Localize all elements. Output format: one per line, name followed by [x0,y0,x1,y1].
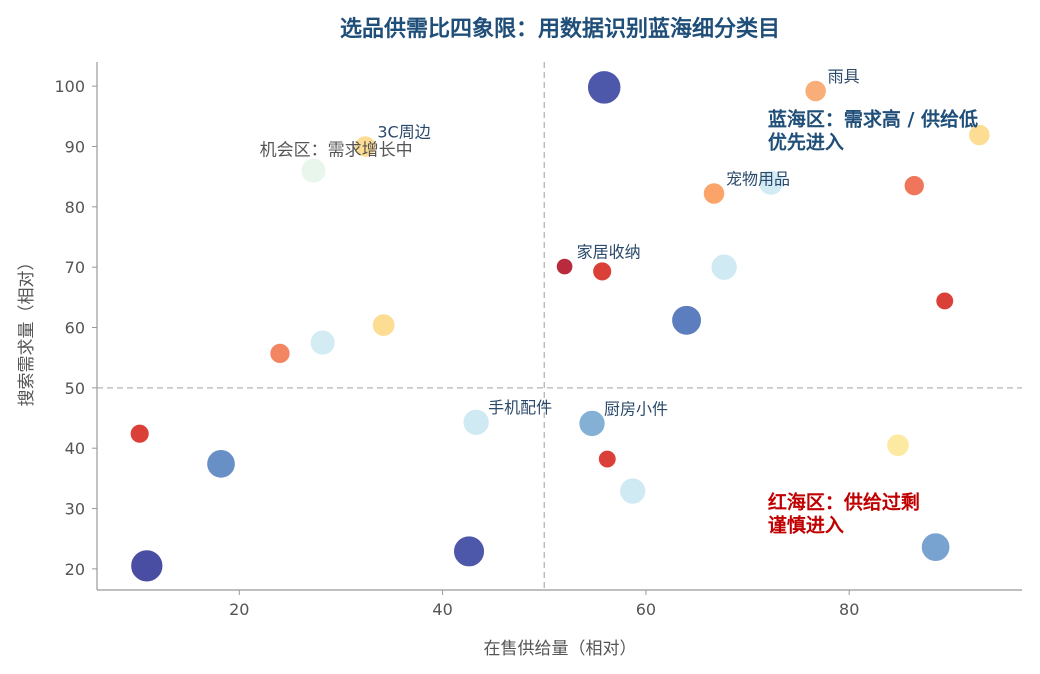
data-point [371,312,396,338]
axes: 20 40 60 80 20 30 40 50 60 70 80 90 100 [54,62,1022,619]
annotation-line: 谨慎进入 [768,514,844,537]
x-tick-label: 80 [839,600,859,619]
data-point [903,174,926,197]
data-point [702,181,726,206]
data-point [129,548,164,584]
x-axis-label: 在售供给量（相对） [484,639,637,659]
y-axis-label: 搜索需求量（相对） [17,254,37,407]
x-tick-label: 40 [432,600,452,619]
data-point [967,123,992,147]
data-point [934,291,955,311]
annotation-line: 机会区：需求增长中 [260,141,413,161]
y-tick-label: 70 [65,258,85,277]
reference-lines [97,62,1022,590]
y-tick-label: 100 [54,77,85,96]
point-label: 雨具 [828,67,860,86]
y-tick-label: 30 [65,500,85,519]
data-point [555,257,574,276]
point-label: 宠物用品 [726,170,790,189]
data-point [885,432,911,458]
data-point [586,69,622,106]
y-tick-label: 40 [65,439,85,458]
quadrant-annotation: 红海区：供给过剩谨慎进入 [768,491,920,537]
point-label: 3C周边 [377,122,430,141]
y-tick-label: 20 [65,560,85,579]
data-points [129,69,992,584]
data-point [803,79,828,103]
data-point [920,531,951,563]
point-label: 厨房小件 [604,399,668,418]
chart-title: 选品供需比四象限：用数据识别蓝海细分类目 [340,16,780,42]
x-tick-label: 60 [636,600,656,619]
data-point [268,342,292,365]
data-point [461,408,491,437]
y-tick-label: 60 [65,319,85,338]
data-point [452,534,486,568]
data-point [353,134,378,159]
annotation-line: 优先进入 [768,130,844,153]
data-point [670,304,703,337]
data-point [299,157,328,185]
quadrant-annotation: 机会区：需求增长中 [260,141,413,161]
y-tick-label: 50 [65,379,85,398]
data-point [618,476,647,506]
y-tick-label: 80 [65,198,85,217]
data-point [309,329,337,357]
point-label: 家居收纳 [577,243,641,262]
data-point [710,253,739,282]
annotation-line: 红海区：供给过剩 [768,491,920,514]
quadrant-annotation: 蓝海区：需求高 / 供给低优先进入 [768,107,978,153]
data-point [591,260,613,282]
data-point [205,448,237,480]
data-point [129,423,151,445]
data-point [757,169,785,197]
point-label: 手机配件 [488,398,552,417]
x-tick-label: 20 [229,600,249,619]
data-point [577,409,607,438]
data-point [597,449,618,470]
annotation-line: 蓝海区：需求高 / 供给低 [768,107,978,130]
y-tick-label: 90 [65,137,85,156]
